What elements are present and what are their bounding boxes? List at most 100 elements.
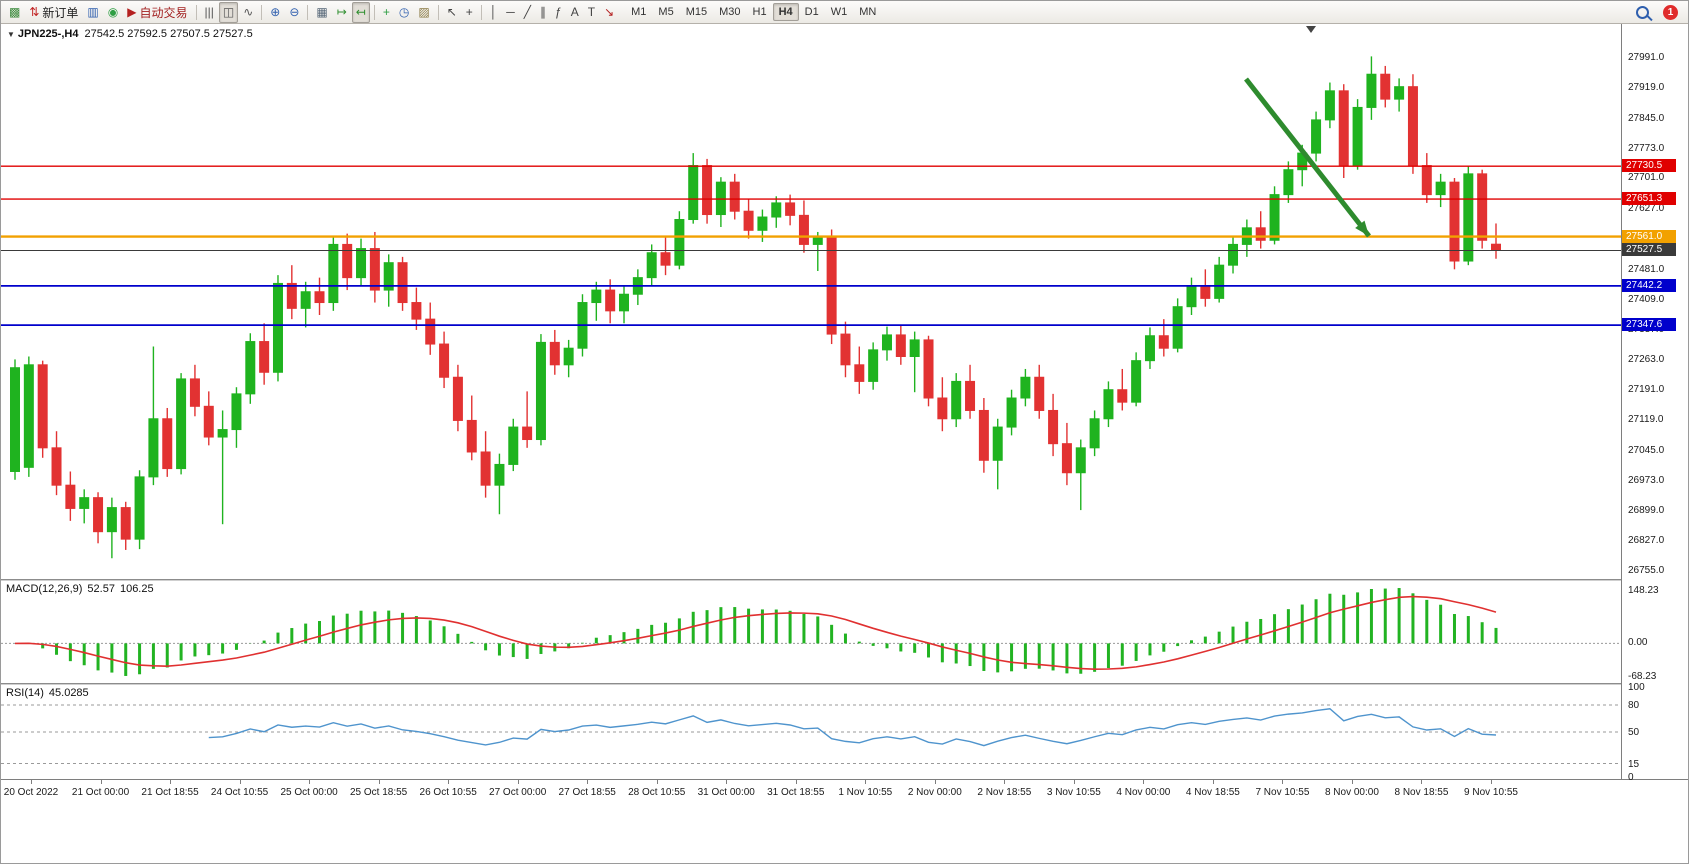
cursor-button[interactable]: ↖ [443,2,461,23]
rsi-axis-label: 50 [1628,727,1640,738]
candlestick-mode-button[interactable]: ◫ [218,1,239,23]
text-tool-button[interactable]: A [567,2,583,23]
macd-label: MACD(12,26,9) [6,583,83,595]
bar-chart-mode-button[interactable]: ||| [201,2,218,23]
market-watch-button[interactable]: ▥ [83,2,102,23]
vertical-line-tool-icon: │ [489,5,498,19]
chart-shift-marker-icon[interactable] [1306,26,1316,33]
panel-separator[interactable] [1,683,1688,685]
timeframe-mn-button[interactable]: MN [859,6,877,18]
time-axis-label: 1 Nov 10:55 [838,787,893,798]
candle-body [1463,173,1474,262]
candle-body [231,393,242,431]
timeframe-h4-button[interactable]: H4 [772,3,799,21]
candle-body [1283,169,1294,196]
candle-body [425,318,436,345]
candle-body [217,429,228,438]
candle-body [397,262,408,304]
fibonacci-tool-button[interactable]: ƒ [551,2,566,23]
time-tick [587,780,589,784]
notification-badge[interactable]: 1 [1663,4,1678,20]
auto-scroll-button[interactable]: ↦ [333,2,351,23]
candle-body [1394,86,1405,100]
vertical-line-tool-button[interactable]: │ [486,2,502,23]
candle-body [978,409,989,461]
time-axis-label: 7 Nov 10:55 [1255,787,1310,798]
new-chart-icon: ▩ [9,5,21,19]
candle-body [1089,418,1100,449]
data-window-button[interactable]: ◉ [104,2,122,23]
arrows-tool-button[interactable]: ↘ [600,2,618,23]
candle-body [619,293,630,312]
search-button[interactable] [1632,2,1653,23]
candle-body [840,333,851,366]
candle-body [439,343,450,378]
zoom-out-button[interactable]: ⊖ [285,2,303,23]
time-tick [1212,780,1214,784]
candle-body [1144,335,1155,362]
timeframe-m1-button[interactable]: M1 [631,6,647,18]
candle-body [535,341,546,441]
candle-body [162,418,173,470]
timeframe-m15-button[interactable]: M15 [685,6,708,18]
candle-body [120,507,131,540]
channel-tool-button[interactable]: ∥ [536,2,550,23]
trendline-tool-button[interactable]: ╱ [520,2,535,23]
data-window-icon: ◉ [107,5,119,19]
candle-body [812,237,823,245]
ohlc-values: 27542.5 27592.5 27507.5 27527.5 [84,28,253,40]
candles-series [10,56,1501,559]
time-axis-label: 31 Oct 00:00 [697,787,755,798]
timeframe-m30-button[interactable]: M30 [719,6,741,18]
tile-windows-button[interactable]: ▦ [312,2,331,23]
candle-body [992,426,1003,461]
panel-separator[interactable] [1,579,1688,581]
candle-body [937,397,948,420]
crosshair-button[interactable]: + [462,2,477,23]
label-tool-button[interactable]: T [584,2,599,23]
price-chart[interactable] [1,24,1621,579]
horizontal-line-tool-button[interactable]: ─ [502,2,519,23]
templates-icon: ▨ [418,5,430,19]
new-order-button[interactable]: ⇅ 新订单 [25,2,82,23]
macd-panel[interactable] [1,581,1621,683]
chart-shift-button[interactable]: ↤ [351,1,370,23]
candle-body [660,252,671,266]
time-axis-label: 2 Nov 00:00 [907,787,962,798]
rsi-panel[interactable] [1,685,1621,779]
time-axis-label: 4 Nov 00:00 [1116,787,1171,798]
candle-body [1449,181,1460,262]
time-tick [865,780,867,784]
time-tick [378,780,380,784]
time-axis-label: 26 Oct 10:55 [419,787,477,798]
timeframe-m5-button[interactable]: M5 [658,6,674,18]
periods-button[interactable]: ◷ [395,2,413,23]
candle-body [605,289,616,312]
candle-body [785,202,796,216]
trend-arrow[interactable] [1244,77,1371,238]
line-chart-mode-button[interactable]: ∿ [239,2,257,23]
timeframe-d1-button[interactable]: D1 [804,6,819,18]
candle-body [895,334,906,358]
price-axis-label: 27409.0 [1628,293,1665,305]
zoom-in-button[interactable]: ⊕ [266,2,284,23]
macd-axis-label: -68.23 [1628,671,1657,682]
rsi-axis-label: 15 [1628,758,1640,770]
auto-trading-button[interactable]: ▶ 自动交易 [123,2,191,23]
timeframe-w1-button[interactable]: W1 [830,6,848,18]
candle-body [549,341,560,366]
timeframe-h1-button[interactable]: H1 [752,6,767,18]
price-tag-27561.0: 27561.0 [1622,229,1676,243]
templates-button[interactable]: ▨ [414,2,433,23]
price-axis[interactable]: 27991.0 27919.0 27845.0 27773.0 27701.0 27627… [1621,24,1688,783]
time-axis-label: 21 Oct 00:00 [71,787,130,798]
time-axis-label: 20 Oct 2022 [3,787,59,798]
time-tick [239,780,241,784]
time-tick [31,780,32,784]
time-axis[interactable]: 20 Oct 2022 21 Oct 00:00 21 Oct 18:55 24 Oc… [1,779,1688,803]
candle-body [1131,360,1142,403]
symbol-label: JPN225-,H4 [17,28,79,40]
candle-body [951,380,962,420]
new-chart-button[interactable]: ▩ [5,2,24,23]
indicators-button[interactable]: + [379,2,394,23]
